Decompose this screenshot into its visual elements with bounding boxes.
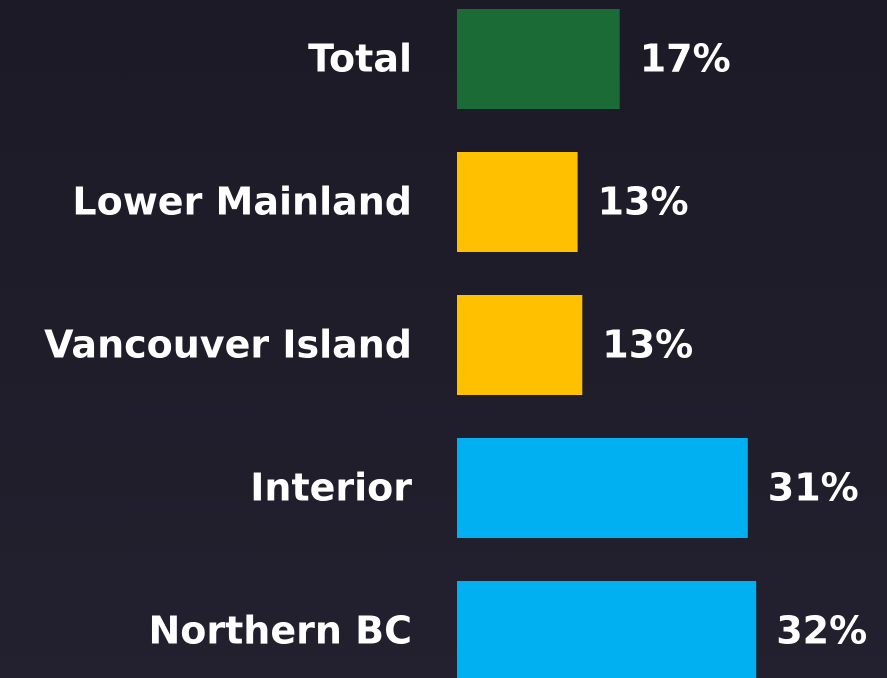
value-label: 31% bbox=[768, 466, 859, 510]
category-label: Vancouver Island bbox=[44, 323, 412, 367]
category-label: Northern BC bbox=[148, 609, 412, 653]
bar bbox=[457, 9, 620, 109]
bar bbox=[457, 581, 757, 678]
value-label: 17% bbox=[640, 37, 731, 81]
bar bbox=[457, 295, 583, 395]
category-label: Interior bbox=[250, 466, 412, 510]
value-label: 13% bbox=[602, 323, 693, 367]
bar bbox=[457, 438, 748, 538]
value-label: 32% bbox=[776, 609, 867, 653]
bar bbox=[457, 152, 578, 252]
category-label: Lower Mainland bbox=[72, 180, 412, 224]
value-label: 13% bbox=[598, 180, 689, 224]
category-label: Total bbox=[308, 37, 412, 81]
